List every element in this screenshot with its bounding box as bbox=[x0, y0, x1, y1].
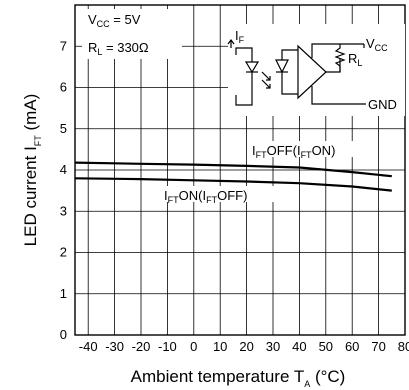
x-tick-label: -30 bbox=[105, 339, 124, 354]
series-line-1 bbox=[74, 161, 392, 178]
x-tick-label: 0 bbox=[190, 339, 197, 354]
if-label: IF bbox=[235, 28, 245, 45]
x-tick-label: -20 bbox=[132, 339, 151, 354]
x-tick-label: 80 bbox=[398, 339, 409, 354]
y-tick-label: 6 bbox=[60, 80, 67, 95]
annotation-lower: IFTON(IFTOFF) bbox=[162, 186, 276, 205]
annotation-upper: IFTOFF(IFTON) bbox=[250, 141, 362, 160]
x-axis-ticks: -40 -30 -20 -10 0 10 20 30 40 50 60 70 80 bbox=[79, 339, 409, 354]
series-group bbox=[74, 161, 392, 192]
y-tick-label: 7 bbox=[60, 38, 67, 53]
x-tick-label: 60 bbox=[345, 339, 359, 354]
y-tick-label: 5 bbox=[60, 121, 67, 136]
svg-text:IFTOFF(IFTON): IFTOFF(IFTON) bbox=[252, 143, 335, 160]
series-line-2 bbox=[74, 177, 392, 192]
x-tick-label: 50 bbox=[319, 339, 333, 354]
x-tick-label: -10 bbox=[158, 339, 177, 354]
y-axis-title: LED current IFT (mA) bbox=[21, 94, 43, 247]
rl-condition: RL = 330Ω bbox=[88, 40, 149, 57]
svg-text:IFTON(IFTOFF): IFTON(IFTOFF) bbox=[164, 188, 247, 205]
x-tick-label: 30 bbox=[266, 339, 280, 354]
x-axis-title: Ambient temperature TA (°C) bbox=[131, 367, 346, 389]
x-tick-label: -40 bbox=[79, 339, 98, 354]
y-tick-label: 2 bbox=[60, 245, 67, 260]
y-axis-ticks: 0 1 2 3 4 5 6 7 bbox=[60, 38, 67, 342]
gnd-label: GND bbox=[368, 97, 397, 112]
y-tick-label: 1 bbox=[60, 286, 67, 301]
y-tick-label: 3 bbox=[60, 203, 67, 218]
x-tick-label: 40 bbox=[292, 339, 306, 354]
rl-circuit-label: RL bbox=[348, 51, 362, 68]
x-tick-label: 20 bbox=[239, 339, 253, 354]
y-tick-label: 0 bbox=[60, 327, 67, 342]
x-tick-label: 70 bbox=[371, 339, 385, 354]
test-conditions: VCC = 5V RL = 330Ω bbox=[82, 9, 182, 59]
test-circuit-diagram: IF bbox=[227, 24, 405, 116]
x-tick-label: 10 bbox=[213, 339, 227, 354]
vcc-circuit-label: VCC bbox=[366, 36, 388, 53]
vcc-condition: VCC = 5V bbox=[88, 12, 141, 29]
y-tick-label: 4 bbox=[60, 162, 67, 177]
